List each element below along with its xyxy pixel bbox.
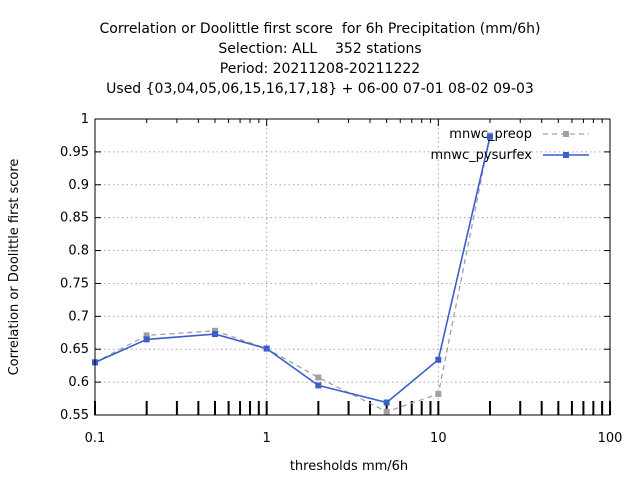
x-tick-label: 0.1 bbox=[85, 431, 106, 446]
legend-swatch-marker bbox=[563, 152, 569, 158]
plot-frame bbox=[94, 118, 611, 416]
x-tick-label: 10 bbox=[430, 431, 447, 446]
y-axis-label: Correlation or Doolittle first score bbox=[7, 159, 22, 376]
x-tick-label: 100 bbox=[598, 431, 623, 446]
y-tick-label: 0.55 bbox=[60, 408, 89, 423]
x-axis-ticks: 0.1 1 10 100 bbox=[85, 119, 623, 446]
legend-label: mnwc_preop bbox=[449, 127, 532, 142]
chart-title-line-4: Used {03,04,05,06,15,16,17,18} + 06-00 0… bbox=[106, 81, 534, 97]
legend-swatch-marker bbox=[563, 131, 569, 137]
legend-label: mnwc_pysurfex bbox=[430, 148, 532, 163]
y-tick-label: 0.7 bbox=[68, 309, 89, 324]
data-point-mnwc_pysurfex bbox=[315, 382, 322, 389]
data-point-mnwc_preop bbox=[435, 390, 442, 397]
y-tick-label: 0.6 bbox=[68, 375, 89, 390]
y-tick-label: 1 bbox=[81, 112, 89, 127]
y-tick-label: 0.8 bbox=[68, 244, 89, 259]
grid-lines bbox=[95, 119, 610, 415]
data-point-mnwc_preop bbox=[383, 408, 390, 415]
x-tick-label: 1 bbox=[263, 431, 271, 446]
data-point-mnwc_pysurfex bbox=[143, 336, 150, 343]
data-point-mnwc_pysurfex bbox=[487, 133, 494, 140]
legend: mnwc_preop mnwc_pysurfex bbox=[430, 127, 589, 163]
data-point-mnwc_preop bbox=[143, 332, 150, 339]
y-tick-label: 0.85 bbox=[60, 211, 89, 226]
data-point-mnwc_preop bbox=[211, 327, 218, 334]
data-point-mnwc_pysurfex bbox=[383, 399, 390, 406]
series-line-mnwc_pysurfex bbox=[94, 136, 491, 404]
chart-title-line-1: Correlation or Doolittle first score for… bbox=[99, 21, 541, 37]
y-tick-label: 0.9 bbox=[68, 178, 89, 193]
data-point-mnwc_pysurfex bbox=[211, 331, 218, 338]
chart-title-line-2: Selection: ALL 352 stations bbox=[218, 41, 422, 57]
data-point-mnwc_preop bbox=[315, 374, 322, 381]
data-point-mnwc_pysurfex bbox=[263, 345, 270, 352]
series-layer bbox=[92, 132, 494, 415]
y-tick-label: 0.75 bbox=[60, 276, 89, 291]
y-tick-label: 0.65 bbox=[60, 342, 89, 357]
series-line-mnwc_preop bbox=[94, 135, 491, 413]
y-tick-label: 0.95 bbox=[60, 145, 89, 160]
data-point-mnwc_pysurfex bbox=[435, 356, 442, 363]
chart-title-line-3: Period: 20211208-20211222 bbox=[219, 61, 421, 77]
x-axis-label: thresholds mm/6h bbox=[290, 459, 408, 474]
